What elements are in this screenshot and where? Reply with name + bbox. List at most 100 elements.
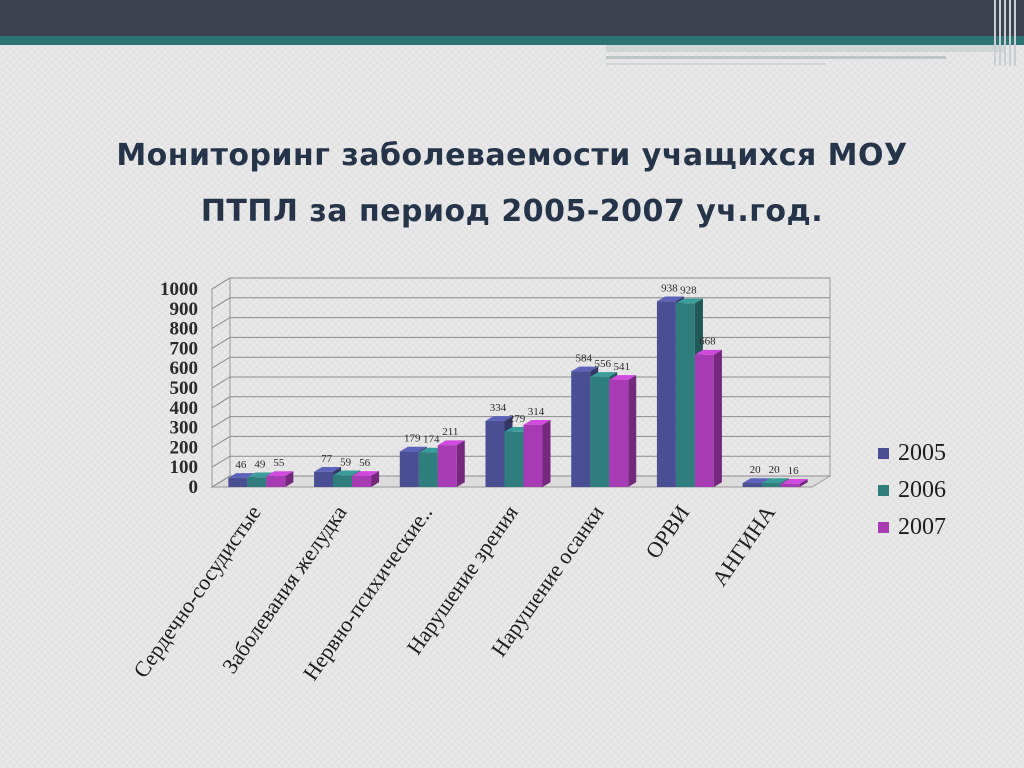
y-tick-label: 500: [170, 378, 199, 399]
data-label: 279: [509, 413, 526, 425]
bar-2005: [742, 483, 762, 487]
category-label: ОРВИ: [640, 500, 694, 563]
data-label: 16: [788, 465, 800, 477]
y-tick-label: 600: [170, 358, 199, 379]
bar-top-2005: [314, 466, 342, 472]
data-label: 55: [273, 457, 285, 469]
y-tick-label: 100: [170, 457, 199, 478]
bar-top-2007: [523, 420, 551, 425]
gridline: [211, 356, 830, 369]
y-tick-label: 700: [170, 338, 199, 359]
legend-label-2005: 2005: [898, 440, 946, 466]
bar-2007: [437, 445, 457, 487]
bar-side-2007: [628, 375, 637, 487]
bar-2007: [780, 483, 800, 487]
data-label: 46: [235, 459, 247, 471]
header-stripe: [0, 36, 1024, 45]
y-tick-label: 1000: [160, 279, 198, 300]
legend-label-2007: 2007: [898, 514, 946, 540]
bar-top-2007: [266, 471, 294, 477]
data-label: 668: [699, 336, 716, 348]
bar-2006: [418, 452, 438, 487]
y-tick-label: 300: [170, 418, 199, 439]
bar-top-2005: [656, 296, 684, 302]
bar-side-2007: [285, 471, 294, 487]
data-label: 334: [490, 402, 507, 414]
bar-2005: [485, 420, 505, 487]
bar-2005: [314, 471, 334, 487]
bar-side-2007: [799, 479, 808, 487]
bar-2006: [761, 483, 781, 487]
bar-top-2005: [742, 478, 770, 484]
legend-swatch-2005: [878, 448, 889, 459]
bar-2007: [609, 379, 629, 487]
bar-top-2006: [675, 298, 703, 304]
data-label: 938: [661, 282, 678, 294]
header-accent-thin-2: [606, 63, 826, 65]
legend-swatch-2006: [878, 485, 889, 496]
title-line-2: ПТПЛ за период 2005-2007 уч.год.: [200, 194, 824, 229]
bar-2006: [247, 477, 267, 487]
bar-side-2007: [542, 420, 551, 487]
bar-2006: [590, 376, 610, 487]
bar-top-2007: [694, 349, 722, 355]
bar-top-2006: [333, 470, 361, 476]
bar-2007: [352, 475, 372, 487]
gridline: [211, 376, 830, 389]
gridline: [211, 336, 830, 349]
data-label: 179: [404, 433, 421, 445]
bar-2005: [656, 301, 676, 487]
data-label: 20: [750, 464, 762, 476]
category-label: АНГИНА: [707, 500, 780, 590]
bar-side-2007: [371, 471, 380, 487]
bar-2007: [523, 424, 543, 487]
header-accent: [606, 45, 1006, 52]
header-accent-thin: [606, 56, 946, 59]
gridline: [211, 317, 830, 330]
data-label: 174: [423, 434, 440, 446]
bar-top-2007: [609, 375, 637, 380]
bar-side-2007: [456, 440, 465, 487]
bar-side-2007: [713, 349, 722, 487]
header-band: [0, 0, 1024, 36]
bar-top-2007: [437, 440, 465, 446]
y-tick-label: 0: [189, 477, 199, 498]
bar-top-2006: [761, 478, 789, 484]
bar-2005: [399, 451, 419, 487]
legend-swatch-2007: [878, 522, 889, 533]
y-tick-label: 400: [170, 398, 199, 419]
y-tick-label: 200: [170, 437, 199, 458]
y-tick-label: 900: [170, 299, 199, 320]
legend-label-2006: 2006: [898, 477, 946, 503]
data-label: 556: [594, 358, 611, 370]
data-label: 211: [442, 426, 458, 438]
bar-2005: [228, 477, 248, 487]
gridline: [211, 277, 830, 290]
slide-title: Мониторинг заболеваемости учащихся МОУ П…: [40, 128, 984, 240]
gridline: [211, 396, 830, 409]
bar-2007: [266, 476, 286, 487]
title-line-1: Мониторинг заболеваемости учащихся МОУ: [116, 138, 908, 173]
data-label: 49: [254, 458, 266, 470]
gridline: [211, 297, 830, 310]
data-label: 314: [528, 406, 545, 418]
bar-2006: [333, 475, 353, 487]
bar-top-2005: [485, 416, 513, 421]
bar-2005: [571, 371, 591, 487]
bar-2006: [675, 303, 695, 487]
y-tick-label: 800: [170, 319, 199, 340]
data-label: 20: [769, 464, 781, 476]
bar-top-2005: [571, 366, 599, 372]
data-label: 59: [340, 456, 352, 468]
data-label: 541: [613, 361, 630, 373]
data-label: 928: [680, 284, 697, 296]
bar-top-2006: [590, 372, 618, 377]
data-label: 584: [575, 352, 592, 364]
bar-2006: [504, 431, 524, 487]
corner-decoration: [994, 0, 1016, 66]
bar-top-2007: [352, 471, 380, 476]
data-label: 56: [359, 457, 371, 469]
bar-2007: [694, 354, 714, 487]
